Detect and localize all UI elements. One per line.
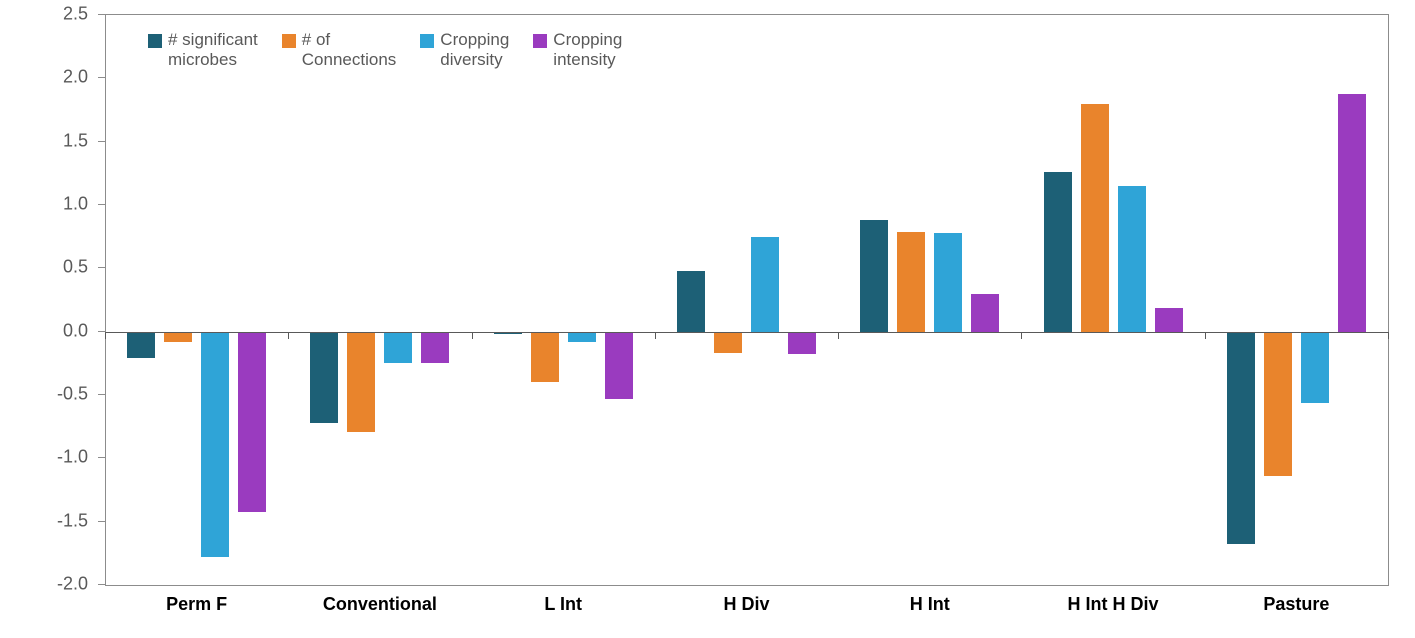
bar bbox=[605, 332, 633, 399]
bar bbox=[347, 332, 375, 432]
ytick-mark bbox=[98, 204, 105, 205]
ytick-label: 2.0 bbox=[0, 67, 88, 88]
ytick-mark bbox=[98, 584, 105, 585]
legend-swatch bbox=[533, 34, 547, 48]
legend-label: Cropping intensity bbox=[553, 30, 622, 71]
ytick-mark bbox=[98, 521, 105, 522]
plot-area bbox=[105, 14, 1389, 586]
ytick-label: -1.0 bbox=[0, 447, 88, 468]
bar bbox=[421, 332, 449, 364]
bar bbox=[751, 237, 779, 332]
ytick-mark bbox=[98, 141, 105, 142]
xtick-mark bbox=[1021, 332, 1022, 339]
xtick-mark bbox=[288, 332, 289, 339]
xtick-mark bbox=[1205, 332, 1206, 339]
legend-label: # significant microbes bbox=[168, 30, 258, 71]
category-label: L Int bbox=[544, 594, 582, 615]
ytick-label: 1.5 bbox=[0, 130, 88, 151]
bar bbox=[127, 332, 155, 359]
y-axis bbox=[105, 15, 106, 585]
legend-label: Cropping diversity bbox=[440, 30, 509, 71]
bar bbox=[1264, 332, 1292, 476]
legend: # significant microbes # of Connections Cr… bbox=[148, 30, 622, 71]
legend-item: Cropping diversity bbox=[420, 30, 509, 71]
bar bbox=[531, 332, 559, 383]
category-label: H Int H Div bbox=[1068, 594, 1159, 615]
bar bbox=[971, 294, 999, 332]
bar bbox=[1227, 332, 1255, 545]
bar bbox=[714, 332, 742, 354]
bar bbox=[897, 232, 925, 332]
bar bbox=[1118, 186, 1146, 332]
legend-item: # significant microbes bbox=[148, 30, 258, 71]
ytick-mark bbox=[98, 267, 105, 268]
xtick-mark bbox=[105, 332, 106, 339]
bar bbox=[788, 332, 816, 355]
bar bbox=[860, 220, 888, 331]
ytick-mark bbox=[98, 394, 105, 395]
bar bbox=[934, 233, 962, 332]
bar bbox=[1155, 308, 1183, 332]
bar bbox=[677, 271, 705, 332]
ytick-mark bbox=[98, 77, 105, 78]
bar bbox=[164, 332, 192, 342]
bar bbox=[238, 332, 266, 512]
bar bbox=[1338, 94, 1366, 332]
ytick-label: 1.0 bbox=[0, 194, 88, 215]
ytick-label: -0.5 bbox=[0, 384, 88, 405]
ytick-label: 2.5 bbox=[0, 4, 88, 25]
ytick-label: 0.5 bbox=[0, 257, 88, 278]
xtick-mark bbox=[655, 332, 656, 339]
chart-container: # significant microbes # of Connections Cr… bbox=[0, 0, 1415, 638]
ytick-label: -2.0 bbox=[0, 574, 88, 595]
category-label: H Int bbox=[910, 594, 950, 615]
bar bbox=[1044, 172, 1072, 332]
category-label: Conventional bbox=[323, 594, 437, 615]
legend-item: Cropping intensity bbox=[533, 30, 622, 71]
xtick-mark bbox=[1388, 332, 1389, 339]
ytick-mark bbox=[98, 14, 105, 15]
legend-swatch bbox=[148, 34, 162, 48]
legend-item: # of Connections bbox=[282, 30, 397, 71]
ytick-label: -1.5 bbox=[0, 510, 88, 531]
ytick-label: 0.0 bbox=[0, 320, 88, 341]
bar bbox=[568, 332, 596, 342]
category-label: H Div bbox=[723, 594, 769, 615]
legend-swatch bbox=[282, 34, 296, 48]
bar bbox=[310, 332, 338, 423]
bar bbox=[1081, 104, 1109, 332]
xtick-mark bbox=[472, 332, 473, 339]
ytick-mark bbox=[98, 331, 105, 332]
category-label: Pasture bbox=[1263, 594, 1329, 615]
legend-label: # of Connections bbox=[302, 30, 397, 71]
category-label: Perm F bbox=[166, 594, 227, 615]
legend-swatch bbox=[420, 34, 434, 48]
bar bbox=[201, 332, 229, 557]
bar bbox=[1301, 332, 1329, 403]
x-axis-zero-line bbox=[105, 332, 1388, 333]
ytick-mark bbox=[98, 457, 105, 458]
bar bbox=[384, 332, 412, 364]
xtick-mark bbox=[838, 332, 839, 339]
